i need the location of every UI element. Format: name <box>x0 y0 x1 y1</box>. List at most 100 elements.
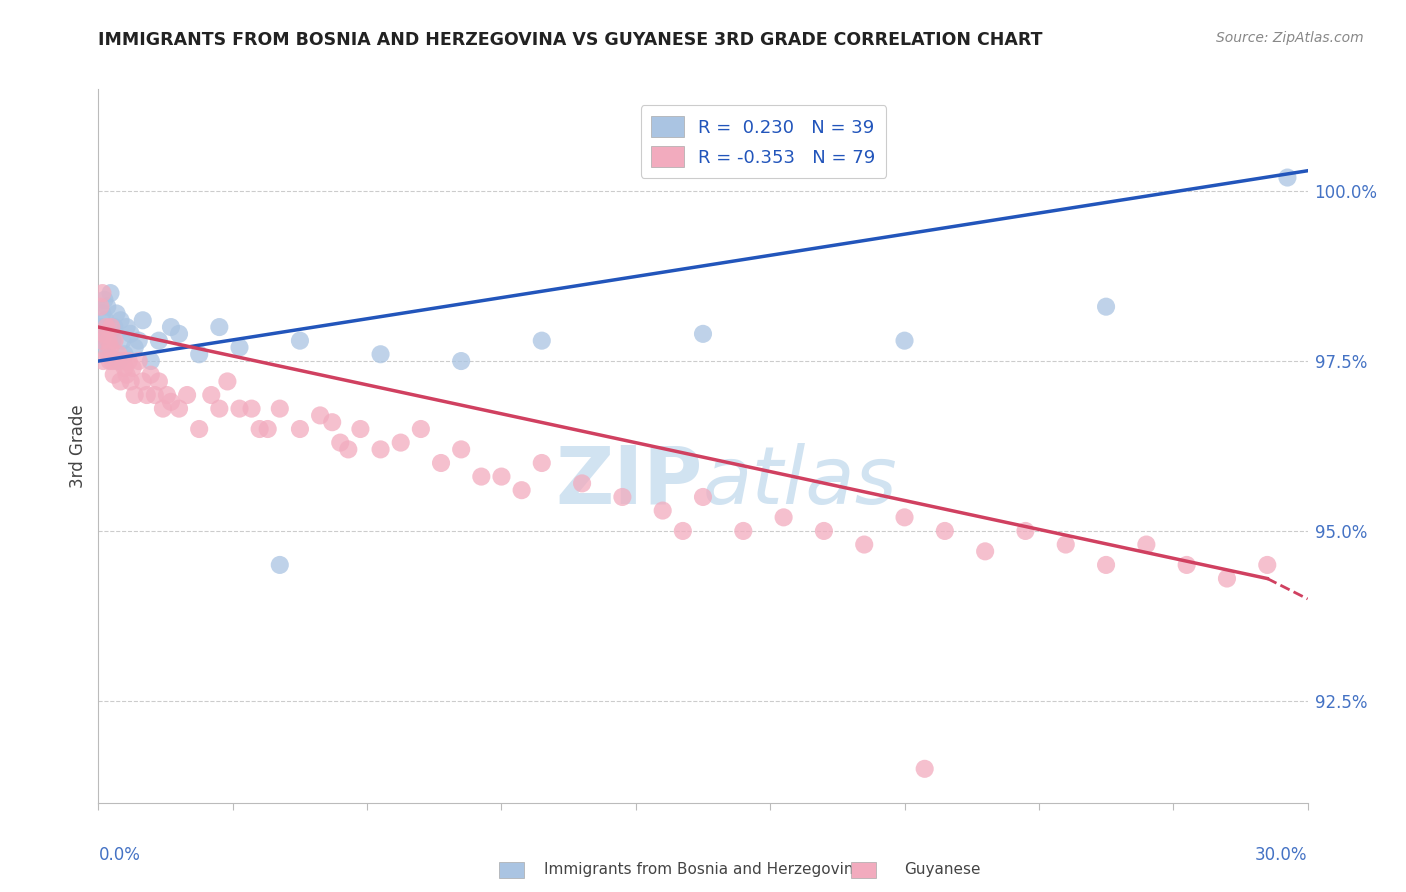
Point <box>121 360 143 375</box>
Point <box>124 341 146 355</box>
Point <box>269 558 291 572</box>
Point <box>893 334 915 348</box>
Point <box>103 334 125 348</box>
Point <box>103 320 125 334</box>
Point <box>91 354 114 368</box>
Point <box>107 354 129 368</box>
Point <box>96 347 118 361</box>
Point <box>269 401 291 416</box>
Text: IMMIGRANTS FROM BOSNIA AND HERZEGOVINA VS GUYANESE 3RD GRADE CORRELATION CHART: IMMIGRANTS FROM BOSNIA AND HERZEGOVINA V… <box>98 31 1043 49</box>
Point <box>97 347 120 361</box>
Point <box>974 544 997 558</box>
Point <box>110 313 132 327</box>
Point <box>491 469 513 483</box>
Point <box>914 762 936 776</box>
Point <box>89 300 111 314</box>
Point <box>288 334 311 348</box>
Point <box>91 286 114 301</box>
Point <box>733 524 755 538</box>
Point <box>91 326 114 341</box>
Point <box>510 483 533 498</box>
Point <box>91 306 114 320</box>
Point <box>813 524 835 538</box>
Point <box>114 360 136 375</box>
Point <box>256 422 278 436</box>
Point <box>450 442 472 457</box>
Point <box>249 422 271 436</box>
Point <box>100 286 122 301</box>
Point <box>110 375 132 389</box>
Point <box>89 320 111 334</box>
Point <box>120 326 142 341</box>
Point <box>94 313 117 327</box>
Text: Immigrants from Bosnia and Herzegovina: Immigrants from Bosnia and Herzegovina <box>544 863 862 877</box>
Point <box>530 334 553 348</box>
Point <box>120 375 142 389</box>
Y-axis label: 3rd Grade: 3rd Grade <box>69 404 87 488</box>
Point <box>228 341 250 355</box>
Point <box>672 524 695 538</box>
Legend: R =  0.230   N = 39, R = -0.353   N = 79: R = 0.230 N = 39, R = -0.353 N = 79 <box>641 105 886 178</box>
Point <box>349 422 371 436</box>
Point <box>309 409 332 423</box>
Point <box>132 313 155 327</box>
Point <box>115 368 138 382</box>
Point <box>188 347 211 361</box>
Point <box>114 347 136 361</box>
Point <box>160 394 183 409</box>
Point <box>530 456 553 470</box>
Point <box>156 388 179 402</box>
Point <box>132 375 155 389</box>
Point <box>124 388 146 402</box>
Point <box>90 334 112 348</box>
Point <box>128 354 150 368</box>
Point <box>208 401 231 416</box>
Point <box>97 334 120 348</box>
Point <box>96 320 118 334</box>
Point <box>612 490 634 504</box>
Point <box>1135 537 1157 551</box>
Point <box>111 334 134 348</box>
Point <box>217 375 239 389</box>
Point <box>692 326 714 341</box>
Point <box>470 469 492 483</box>
Point <box>107 347 129 361</box>
Point <box>176 388 198 402</box>
Point <box>370 442 392 457</box>
Point <box>188 422 211 436</box>
Point <box>1277 170 1299 185</box>
Point <box>692 490 714 504</box>
Point <box>450 354 472 368</box>
Point <box>200 388 222 402</box>
Point <box>893 510 915 524</box>
Point <box>118 354 141 368</box>
Point <box>111 354 134 368</box>
Point <box>228 401 250 416</box>
Point <box>148 334 170 348</box>
Point <box>100 341 122 355</box>
Point <box>101 354 124 368</box>
Point <box>651 503 673 517</box>
Point <box>1095 300 1118 314</box>
Point <box>135 388 157 402</box>
Text: 30.0%: 30.0% <box>1256 846 1308 863</box>
Point <box>101 334 124 348</box>
Text: 0.0%: 0.0% <box>98 846 141 863</box>
Point <box>115 320 138 334</box>
Point <box>143 388 166 402</box>
Point <box>139 354 162 368</box>
Point <box>90 334 112 348</box>
Point <box>93 326 115 341</box>
Point <box>772 510 794 524</box>
Point <box>96 300 118 314</box>
Point <box>329 435 352 450</box>
Point <box>409 422 432 436</box>
Point <box>337 442 360 457</box>
Point <box>152 401 174 416</box>
Point <box>1175 558 1198 572</box>
Point <box>288 422 311 436</box>
Point <box>167 401 190 416</box>
Point <box>1216 572 1239 586</box>
Point <box>1054 537 1077 551</box>
Point <box>128 334 150 348</box>
